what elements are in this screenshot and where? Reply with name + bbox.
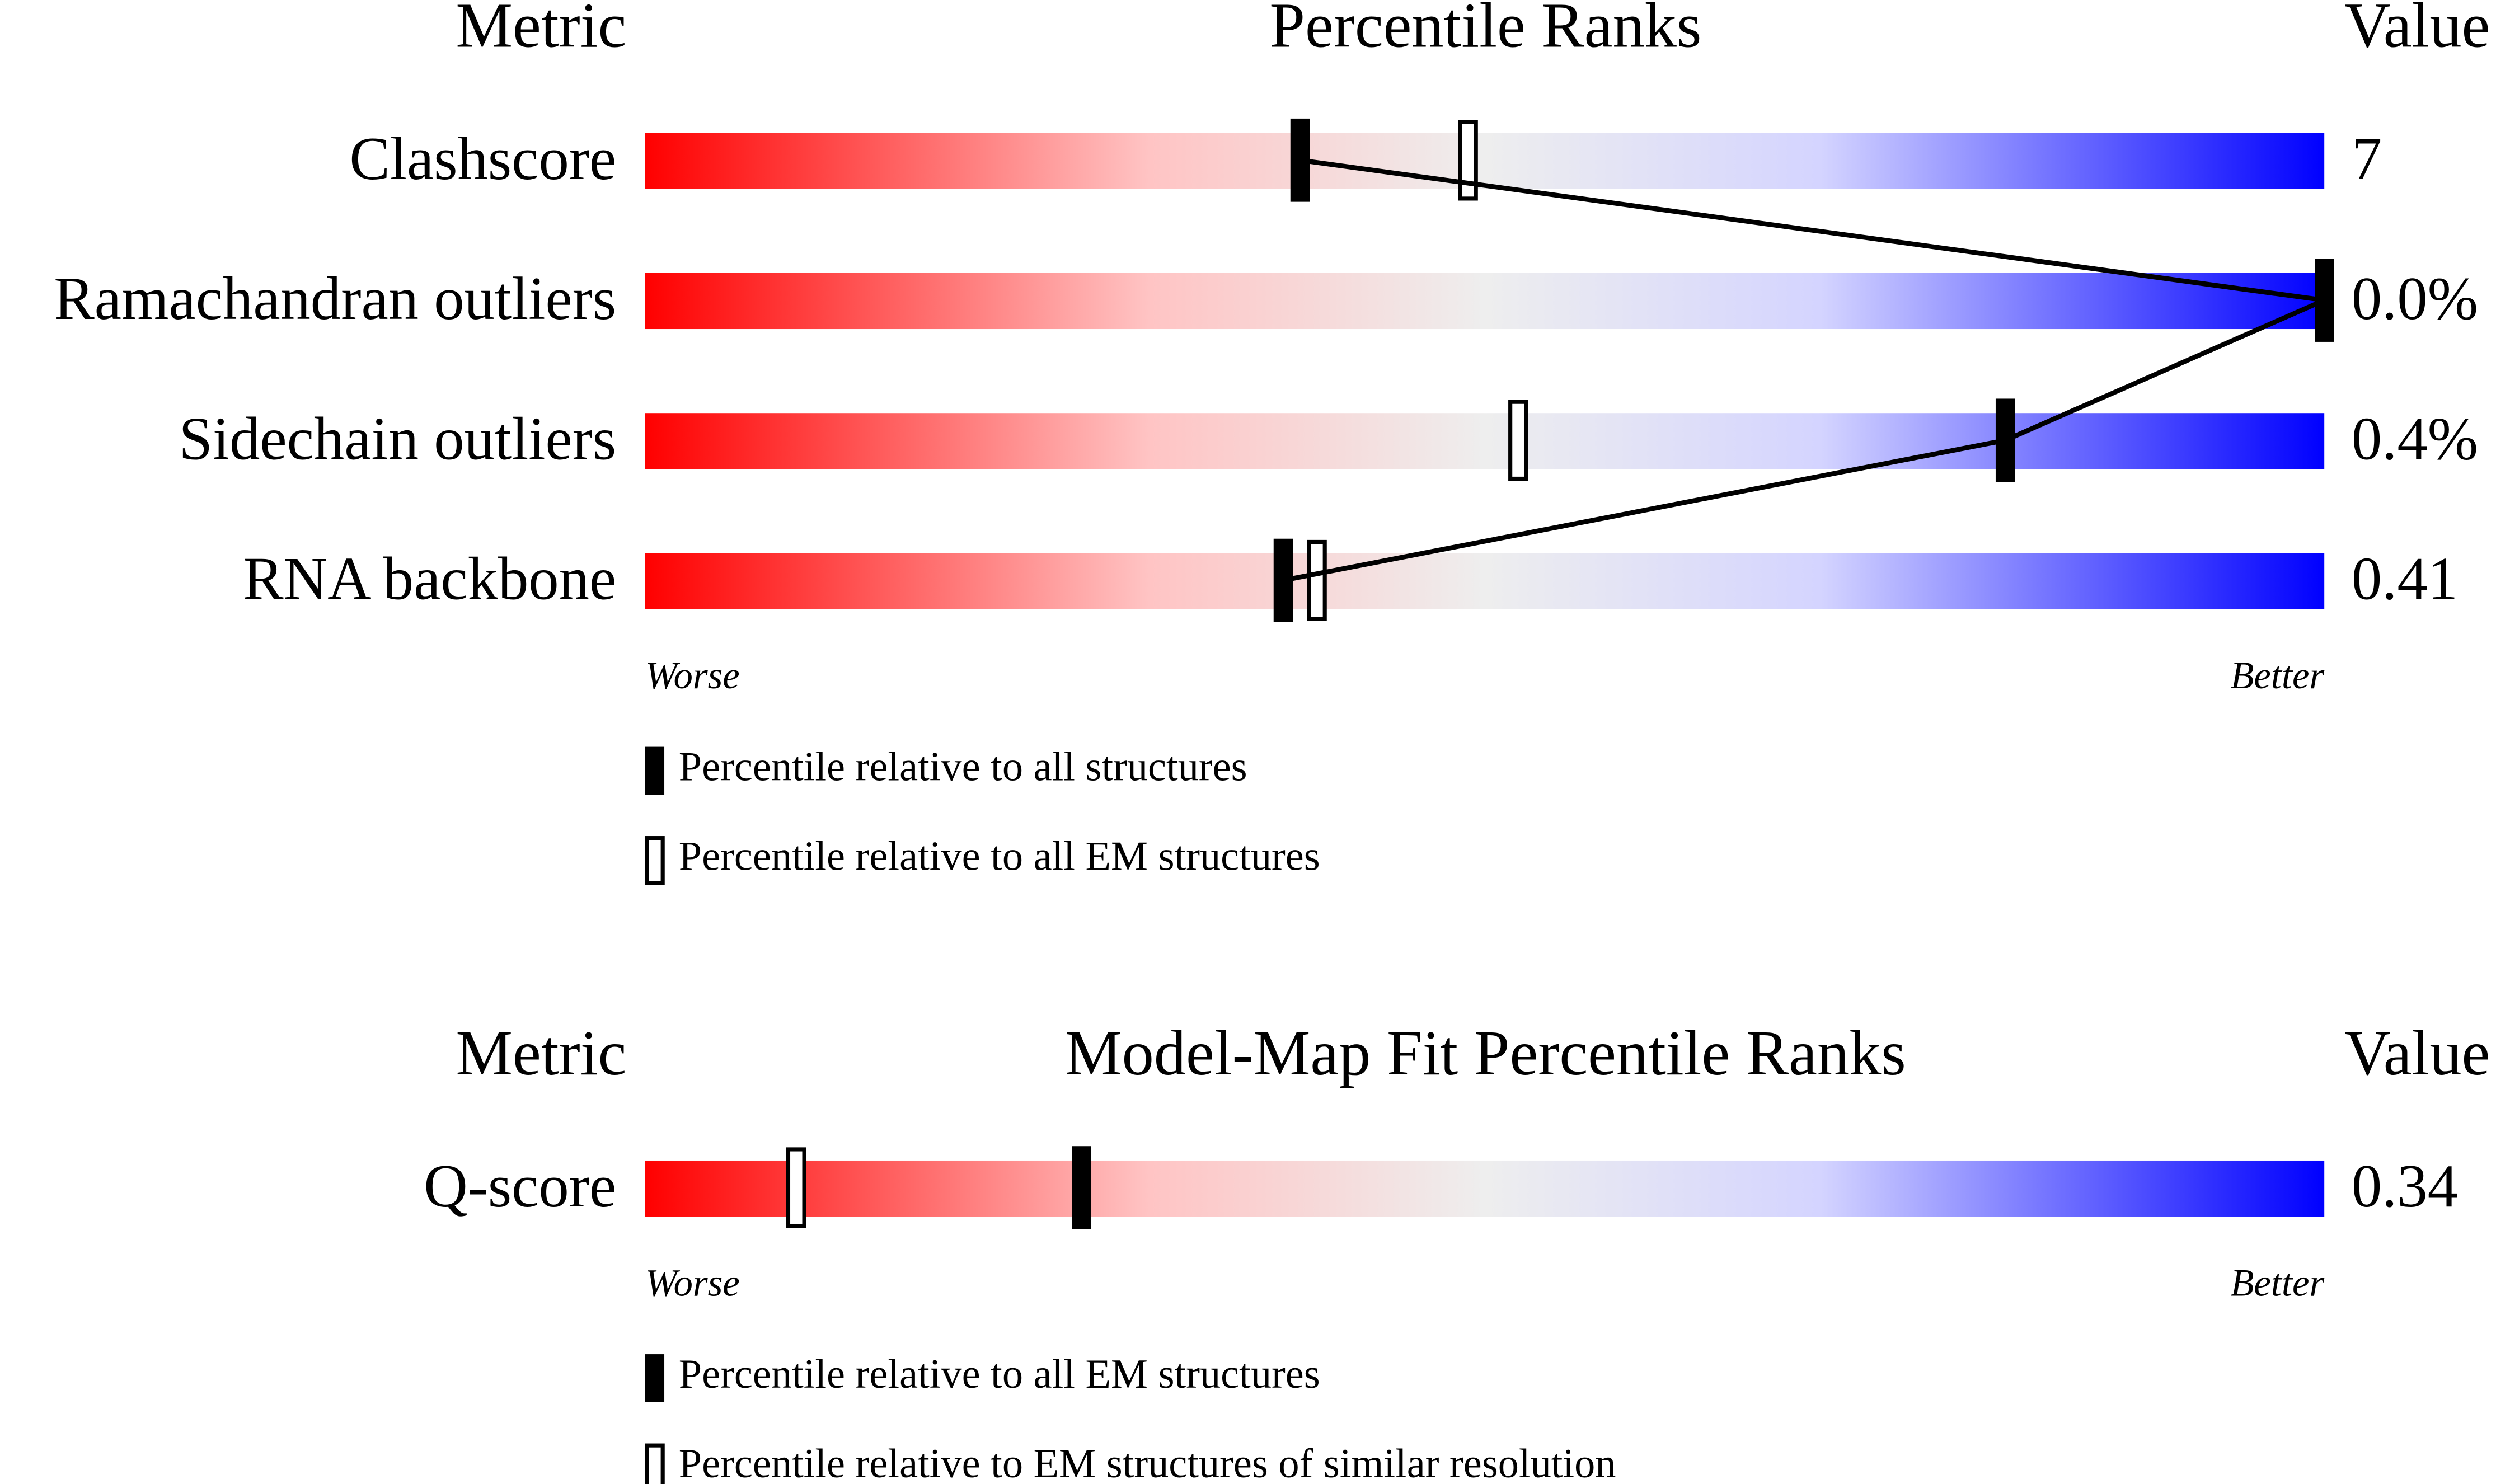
legend-text: Percentile relative to EM structures of … — [679, 1441, 1616, 1484]
all-percentile-marker — [1995, 398, 2015, 482]
metric-value: 7 — [2352, 125, 2382, 192]
metric-value: 0.41 — [2352, 545, 2458, 613]
slider-bar — [645, 273, 2325, 330]
metric-name: Clashscore — [349, 125, 616, 192]
connector-line — [1283, 158, 2333, 583]
all-percentile-marker — [2315, 259, 2334, 342]
column-header: Metric — [456, 0, 626, 61]
worse-label: Worse — [645, 654, 740, 697]
column-header: Percentile Ranks — [1269, 0, 1701, 61]
legend-open-symbol — [644, 836, 665, 885]
metric-name: Ramachandran outliers — [54, 265, 616, 332]
legend-open-symbol — [644, 1443, 665, 1484]
legend-text: Percentile relative to all EM structures — [679, 834, 1320, 880]
all-percentile-marker — [1273, 538, 1293, 622]
all-percentile-marker — [1072, 1146, 1092, 1229]
em-percentile-marker — [1508, 400, 1528, 481]
worse-label: Worse — [645, 1262, 740, 1304]
legend-filled-symbol — [645, 1354, 665, 1402]
legend-filled-symbol — [645, 746, 665, 795]
column-header: Model-Map Fit Percentile Ranks — [1065, 1017, 1906, 1088]
metric-value: 0.4% — [2352, 405, 2478, 472]
legend-text: Percentile relative to all structures — [679, 744, 1247, 790]
metric-name: Q-score — [424, 1152, 616, 1220]
all-percentile-marker — [1290, 118, 1310, 202]
em-percentile-marker — [1458, 120, 1478, 201]
better-label: Better — [2231, 654, 2325, 697]
em-percentile-marker — [786, 1147, 806, 1228]
em-percentile-marker — [1307, 539, 1327, 621]
better-label: Better — [2231, 1262, 2325, 1304]
metric-value: 0.0% — [2352, 265, 2478, 332]
slider-bar — [645, 133, 2325, 189]
column-header: Value — [2344, 0, 2490, 61]
column-header: Metric — [456, 1017, 626, 1088]
column-header: Value — [2344, 1017, 2490, 1088]
metric-name: RNA backbone — [243, 545, 616, 613]
slider-bar — [645, 1160, 2325, 1217]
metric-value: 0.34 — [2352, 1152, 2458, 1220]
metric-name: Sidechain outliers — [179, 405, 616, 472]
slider-bar — [645, 413, 2325, 469]
legend-text: Percentile relative to all EM structures — [679, 1351, 1320, 1397]
slider-bar — [645, 553, 2325, 609]
